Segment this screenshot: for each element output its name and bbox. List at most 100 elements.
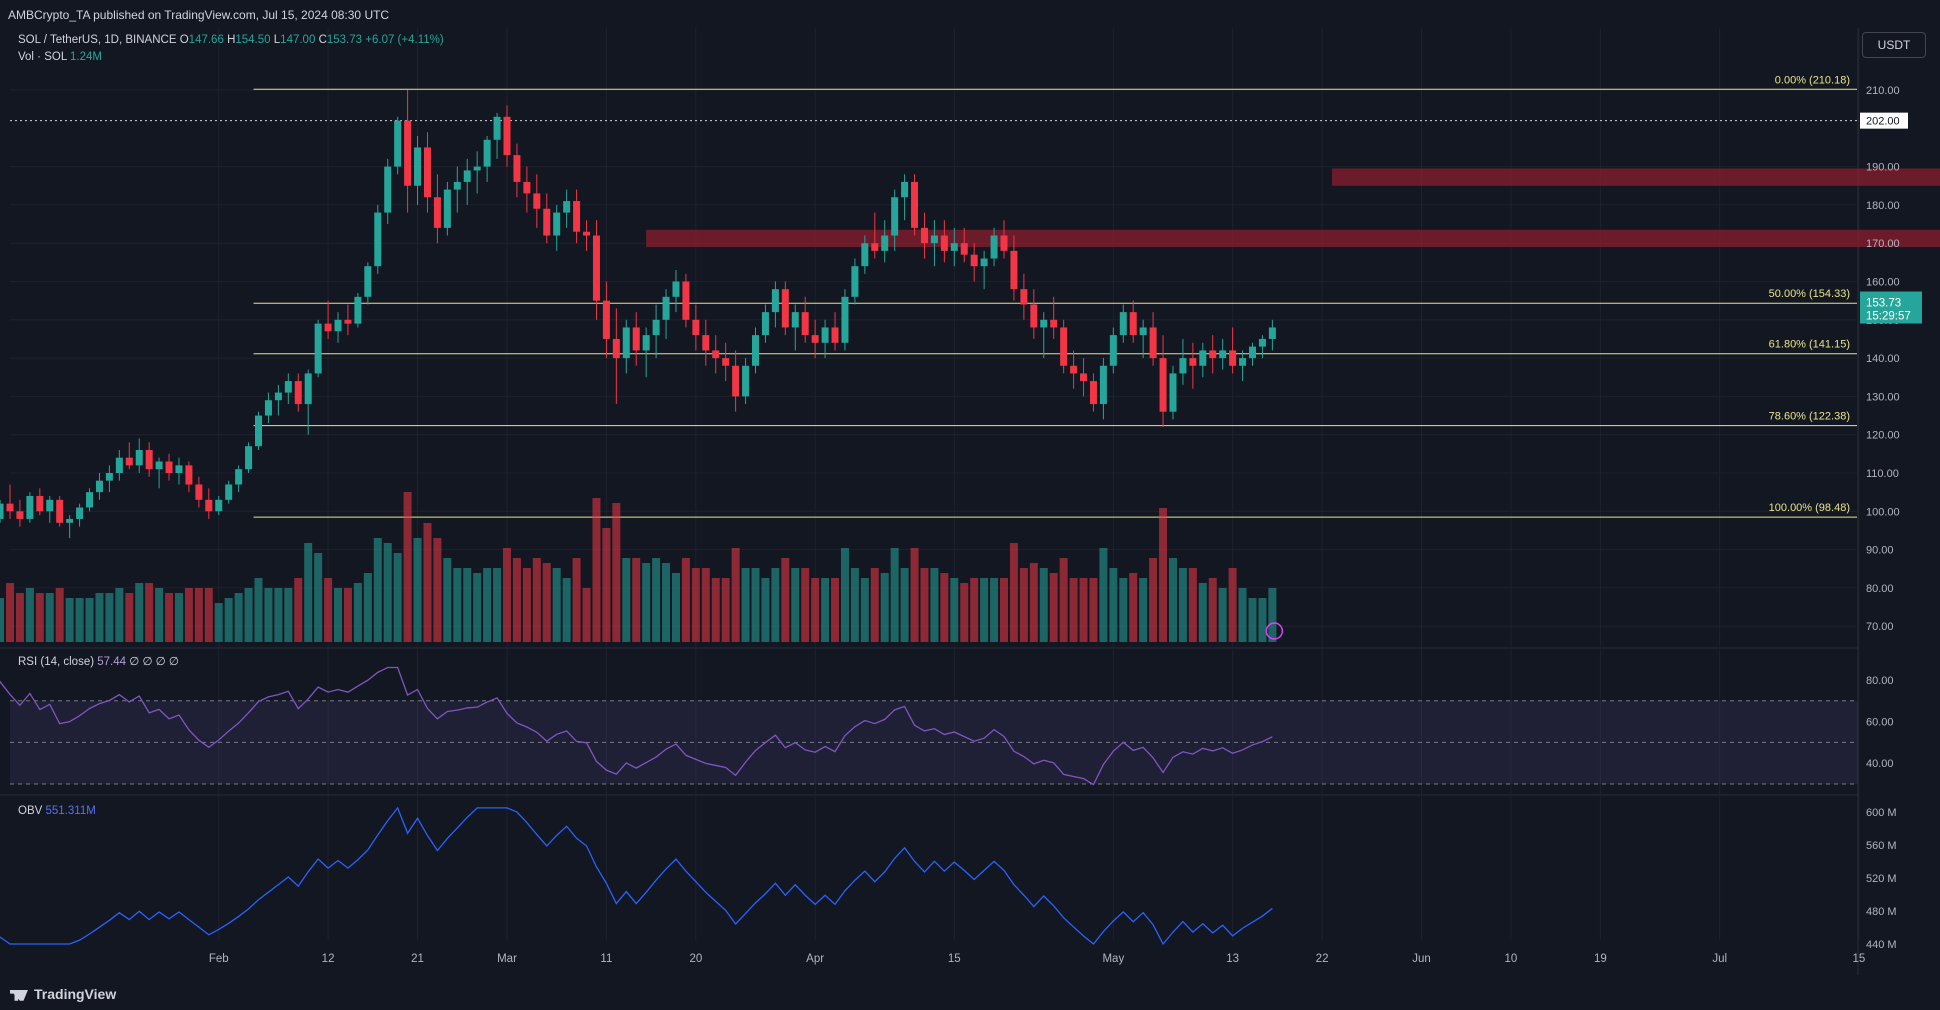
candle-body	[891, 197, 899, 236]
candle-body	[185, 465, 193, 485]
volume-bar	[0, 598, 5, 642]
volume-bar	[1159, 508, 1168, 642]
volume-bar	[512, 558, 521, 642]
published-bar: AMBCrypto_TA published on TradingView.co…	[0, 0, 1940, 28]
candle-body	[115, 457, 123, 473]
candle-body	[662, 296, 670, 320]
candle-body	[821, 327, 829, 343]
candle-body	[344, 319, 352, 324]
volume-bar	[781, 558, 790, 642]
volume-bar	[592, 498, 601, 642]
rsi-legend[interactable]: RSI (14, close) 57.44 ∅ ∅ ∅ ∅	[18, 654, 179, 668]
obv-axis-label: 440 M	[1866, 939, 1897, 951]
volume-bar	[1000, 578, 1008, 642]
volume-bar	[254, 578, 263, 642]
time-axis-label: 21	[411, 953, 424, 965]
candle-body	[255, 415, 262, 447]
tradingview-logo[interactable]: TradingView	[10, 986, 116, 1002]
volume-bar	[413, 538, 422, 642]
volume-bar	[1198, 583, 1207, 642]
candle-body	[1089, 381, 1097, 405]
volume-bar	[681, 558, 690, 642]
low-value: 147.00	[280, 34, 316, 46]
volume-bar	[731, 548, 740, 642]
volume-bar	[1168, 558, 1177, 642]
open-label: O	[179, 34, 189, 46]
candle-body	[642, 335, 650, 351]
candle-body	[1249, 346, 1256, 359]
candle-body	[920, 227, 928, 244]
candle-body	[632, 327, 640, 351]
candle-body	[523, 181, 531, 194]
candle-body	[6, 503, 14, 512]
volume-bar	[1099, 548, 1108, 642]
volume-bar	[214, 603, 223, 642]
candle-body	[175, 465, 183, 473]
volume-bar	[771, 568, 780, 642]
candle-body	[443, 189, 451, 228]
volume-bar	[204, 588, 213, 642]
volume-bar	[244, 588, 253, 642]
symbol-legend[interactable]: SOL / TetherUS, 1D, BINANCE O147.66 H154…	[18, 34, 444, 46]
currency-button[interactable]: USDT	[1862, 32, 1926, 58]
candle-body	[1179, 358, 1187, 374]
volume-bar	[35, 593, 44, 642]
volume-bar	[1049, 573, 1058, 642]
candle-body	[205, 499, 213, 512]
volume-bar	[811, 578, 820, 642]
candle-body	[712, 350, 720, 359]
volume-bar	[75, 598, 84, 642]
volume-bar	[1079, 578, 1088, 642]
volume-bar	[373, 538, 382, 642]
volume-bar	[1208, 578, 1217, 642]
brand-name: TradingView	[34, 986, 117, 1002]
volume-bar	[383, 543, 392, 642]
volume-bar	[294, 578, 303, 642]
level-price-tag-text: 202.00	[1866, 116, 1900, 128]
candle-body	[930, 235, 938, 244]
time-axis-label: 15	[1852, 953, 1865, 965]
candle-body	[483, 139, 491, 167]
time-axis-label: 11	[600, 953, 612, 965]
volume-bar	[701, 568, 710, 642]
candle-body	[901, 181, 909, 198]
candle-body	[1189, 358, 1197, 366]
volume-bar	[612, 503, 621, 642]
volume-bar	[85, 598, 94, 642]
candle-body	[384, 166, 392, 213]
volume-bar	[1069, 578, 1078, 642]
supply-zone	[1332, 168, 1940, 186]
volume-bar	[135, 583, 144, 642]
candle-body	[76, 507, 84, 519]
candle-body	[195, 484, 203, 500]
volume-bar	[542, 563, 551, 642]
volume-value: 1.24M	[70, 51, 102, 63]
candle-body	[851, 266, 859, 297]
volume-legend[interactable]: Vol · SOL 1.24M	[18, 51, 102, 63]
volume-bar	[1119, 578, 1128, 642]
time-axis-label: 13	[1226, 953, 1239, 965]
candle-body	[801, 312, 809, 336]
candle-body	[583, 231, 591, 236]
fib-level-label: 61.80% (141.15)	[1769, 339, 1850, 351]
volume-bar	[1029, 563, 1038, 642]
volume-bar	[155, 588, 164, 642]
volume-bar	[334, 588, 343, 642]
symbol-name[interactable]: SOL / TetherUS, 1D, BINANCE	[18, 34, 177, 46]
price-axis-label: 140.00	[1866, 353, 1900, 365]
obv-legend[interactable]: OBV 551.311M	[18, 805, 96, 817]
candle-body	[453, 181, 461, 190]
volume-bar	[970, 578, 979, 642]
rsi-axis-label: 80.00	[1866, 675, 1894, 687]
candle-body	[732, 365, 740, 397]
candle-body	[831, 327, 839, 343]
volume-bar	[1238, 588, 1247, 642]
candle-body	[1000, 235, 1008, 251]
volume-bar	[65, 598, 74, 642]
candle-body	[86, 492, 94, 508]
volume-bar	[353, 583, 362, 642]
candle-body	[1119, 312, 1127, 336]
candle-body	[672, 281, 680, 297]
volume-bar	[1009, 543, 1018, 642]
